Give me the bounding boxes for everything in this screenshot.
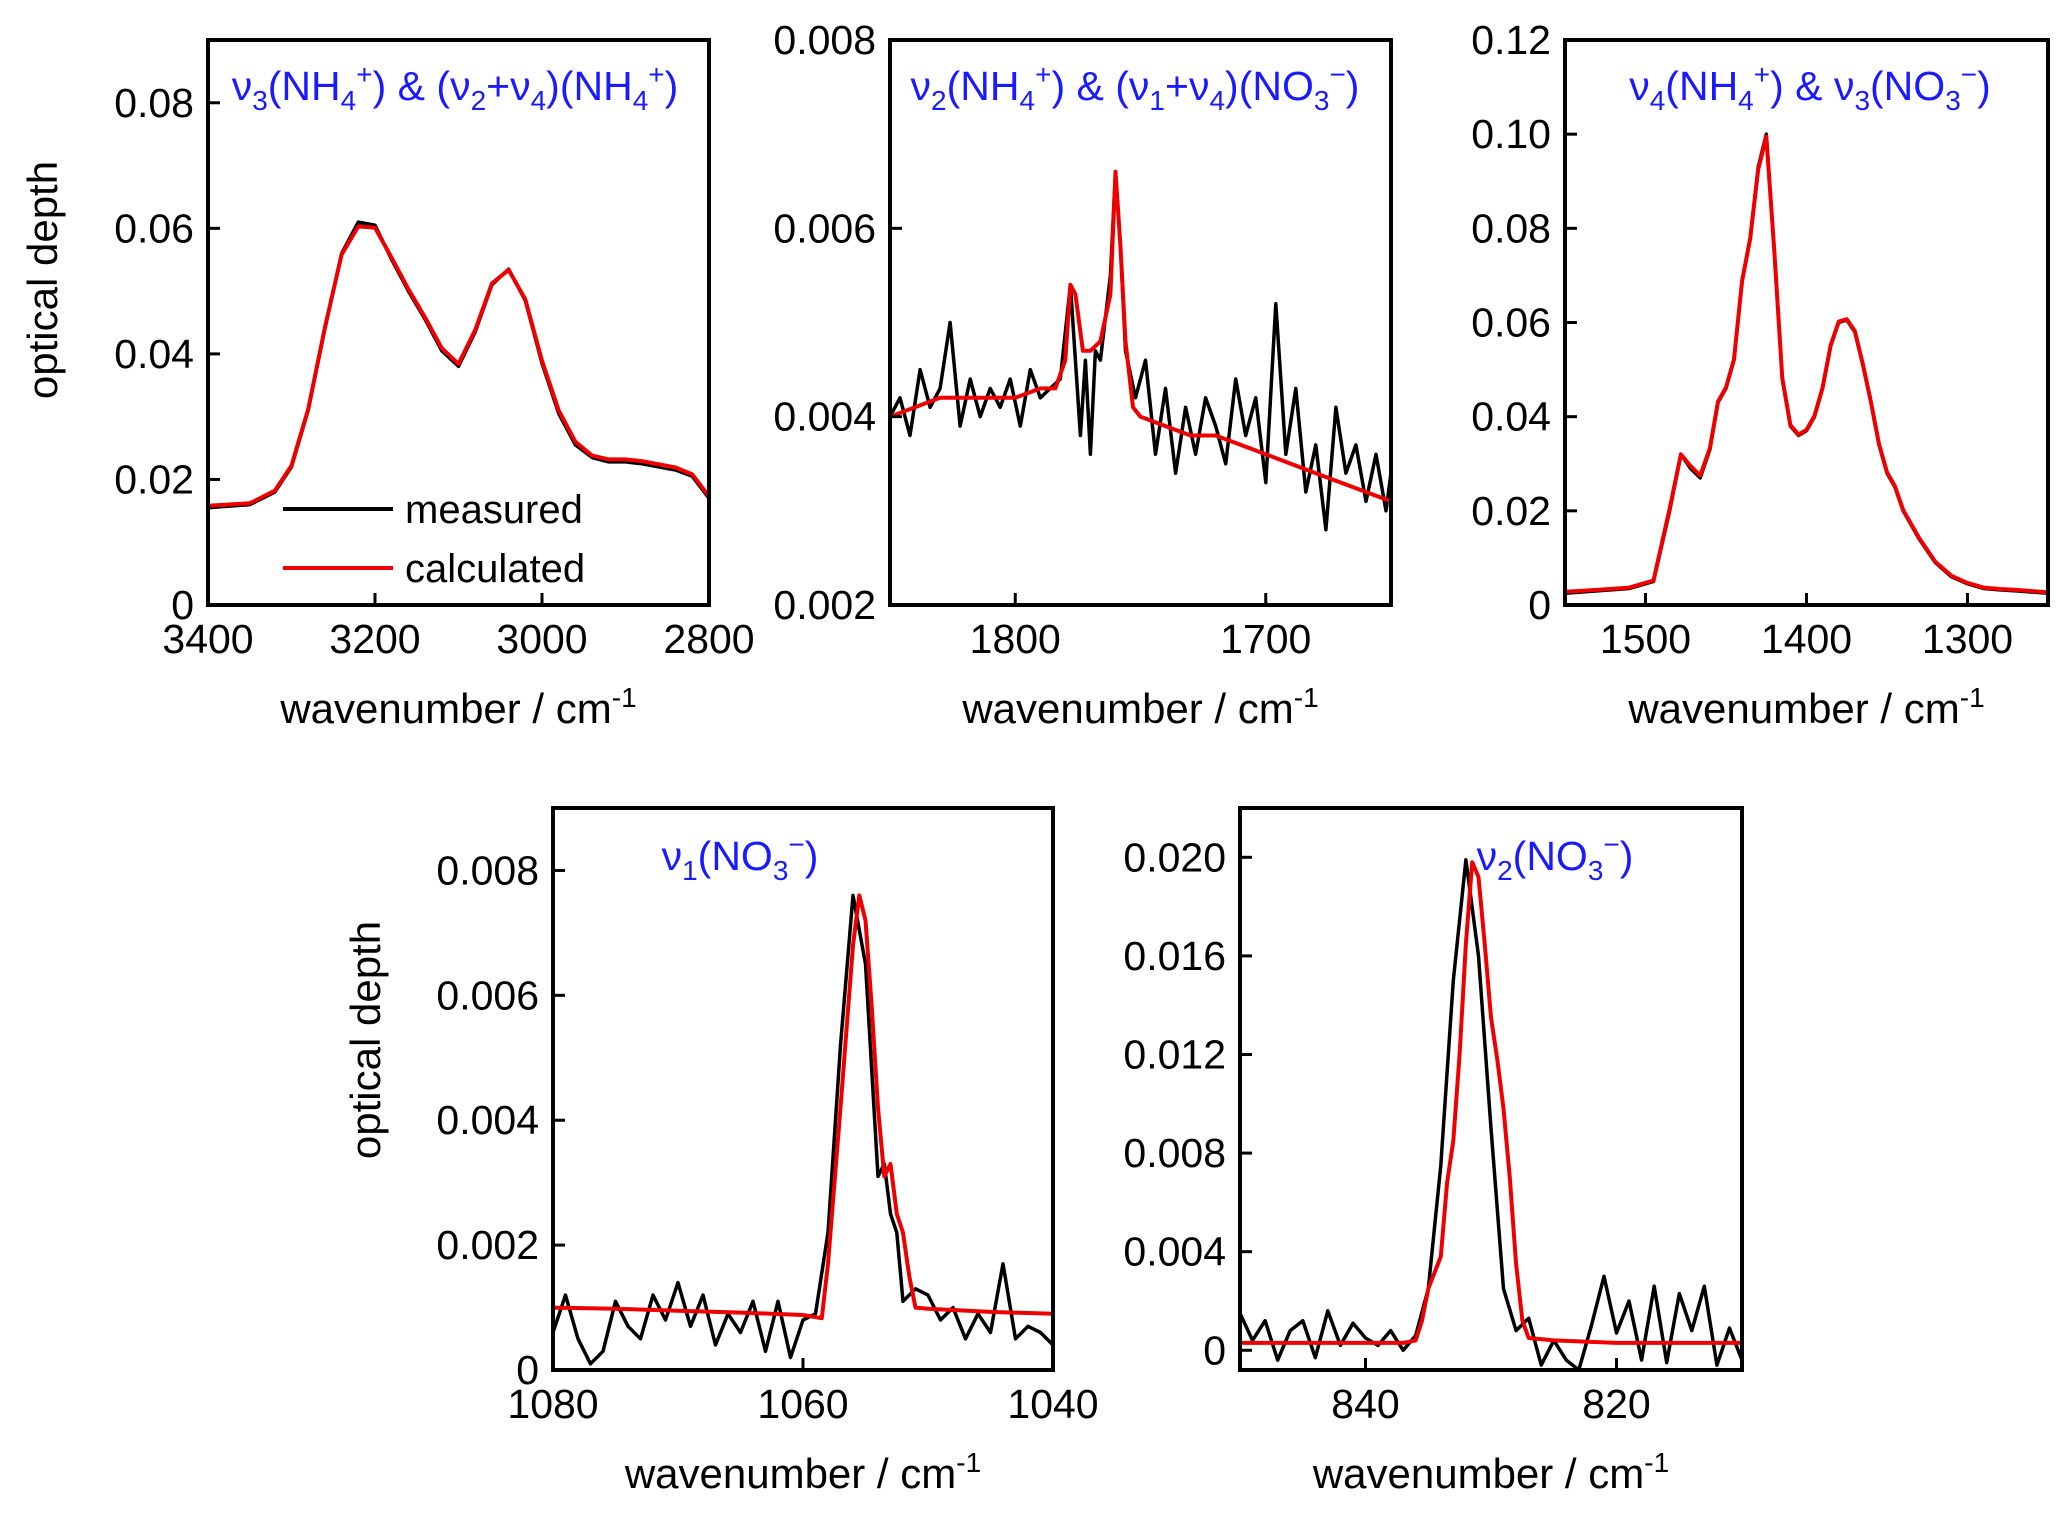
series-calculated-line [208, 224, 709, 508]
x-axis-label: wavenumber / cm-1 [1312, 1447, 1669, 1497]
y-tick-label: 0.004 [1123, 1229, 1226, 1275]
y-tick-label: 0.012 [1123, 1031, 1226, 1077]
x-axis-label: wavenumber / cm-1 [961, 682, 1318, 732]
series-measured-line [1565, 132, 2048, 595]
y-tick-label: 0.08 [114, 80, 194, 126]
x-axis-label: wavenumber / cm-1 [1627, 682, 1984, 732]
plot-frame [1238, 806, 1744, 1372]
y-tick-label: 0.10 [1471, 111, 1551, 157]
legend-calculated-label: calculated [405, 547, 585, 591]
panel-title: ν2(NH4+) & (ν1+ν4)(NO3−) [911, 59, 1360, 116]
y-tick-label: 0 [1528, 582, 1551, 628]
panel-no3-v1: 1080 1060 1040 0 0.002 0.004 0.006 0.008 wavenum… [436, 806, 1099, 1497]
y-axis-label-bottom: optical depth [342, 921, 389, 1159]
x-axis-label: wavenumber / cm-1 [624, 1447, 981, 1497]
series-calculated-line [890, 169, 1391, 504]
plot-frame [888, 38, 1393, 607]
series-calculated-line [1240, 860, 1742, 1345]
y-tick-label: 0 [1203, 1327, 1226, 1373]
x-tick-label: 1700 [1220, 616, 1311, 662]
panel-nh4-bend-no3-comb: 1800 1700 0.002 0.004 0.006 0.008 wavenumber /… [773, 17, 1393, 732]
legend-measured-label: measured [405, 488, 583, 532]
y-tick-label: 0.008 [436, 847, 539, 893]
y-tick-label: 0.06 [1471, 300, 1551, 346]
y-tick-label: 0.004 [773, 394, 876, 440]
x-tick-label: 1060 [757, 1381, 848, 1427]
panel-title: ν1(NO3−) [662, 829, 819, 886]
y-tick-label: 0.08 [1471, 205, 1551, 251]
plot-frame [551, 806, 1055, 1372]
y-tick-label: 0 [171, 582, 194, 628]
x-tick-label: 840 [1331, 1381, 1399, 1427]
series-measured-line [890, 170, 1391, 532]
y-tick-label: 0.020 [1123, 834, 1226, 880]
x-tick-label: 1300 [1922, 616, 2013, 662]
y-tick-label: 0.002 [773, 582, 876, 628]
y-tick-label: 0.008 [773, 17, 876, 63]
panel-title: ν4(NH4+) & ν3(NO3−) [1629, 59, 1991, 116]
y-tick-label: 0.04 [1471, 394, 1551, 440]
y-tick-label: 0.04 [114, 331, 194, 377]
panel-no3-v2: 840 820 0 0.004 0.008 0.012 0.016 0.020 wavenumb… [1123, 806, 1744, 1497]
x-tick-label: 3000 [496, 616, 587, 662]
panel-title: ν2(NO3−) [1477, 829, 1634, 886]
y-tick-label: 0.006 [773, 205, 876, 251]
x-tick-label: 2800 [663, 616, 754, 662]
y-tick-label: 0.02 [1471, 488, 1551, 534]
legend: measured calculated [283, 488, 585, 591]
y-tick-label: 0.004 [436, 1097, 539, 1143]
y-tick-label: 0.02 [114, 456, 194, 502]
x-tick-label: 1500 [1600, 616, 1691, 662]
y-tick-label: 0.008 [1123, 1130, 1226, 1176]
x-tick-label: 3400 [162, 616, 253, 662]
panel-nh4-no3-asym: 1500 1400 1300 0 0.02 0.04 0.06 0.08 0.10 0.12 wav… [1471, 17, 2050, 732]
y-tick-label: 0.006 [436, 972, 539, 1018]
x-tick-label: 1080 [507, 1381, 598, 1427]
series-calculated-line [553, 893, 1053, 1321]
x-tick-label: 1040 [1007, 1381, 1098, 1427]
series-measured-line [553, 893, 1053, 1366]
y-tick-label: 0.002 [436, 1222, 539, 1268]
x-tick-label: 3200 [329, 616, 420, 662]
y-tick-label: 0.12 [1471, 17, 1551, 63]
x-tick-label: 1400 [1761, 616, 1852, 662]
plot-frame [206, 38, 711, 607]
y-axis-label-top: optical depth [19, 161, 66, 399]
x-tick-label: 1800 [970, 616, 1061, 662]
series-calculated-line [1565, 134, 2048, 595]
panel-nh4-stretch: 3400 3200 3000 2800 0 0.02 0.04 0.06 0.08 wavenum… [114, 38, 755, 732]
plot-frame [1563, 38, 2050, 607]
panel-title: ν3(NH4+) & (ν2+ν4)(NH4+) [232, 59, 679, 116]
series-measured-line [1240, 858, 1742, 1370]
x-tick-label: 820 [1582, 1381, 1650, 1427]
y-tick-label: 0.06 [114, 205, 194, 251]
x-axis-label: wavenumber / cm-1 [279, 682, 636, 732]
y-tick-label: 0.016 [1123, 933, 1226, 979]
y-tick-label: 0 [516, 1347, 539, 1393]
